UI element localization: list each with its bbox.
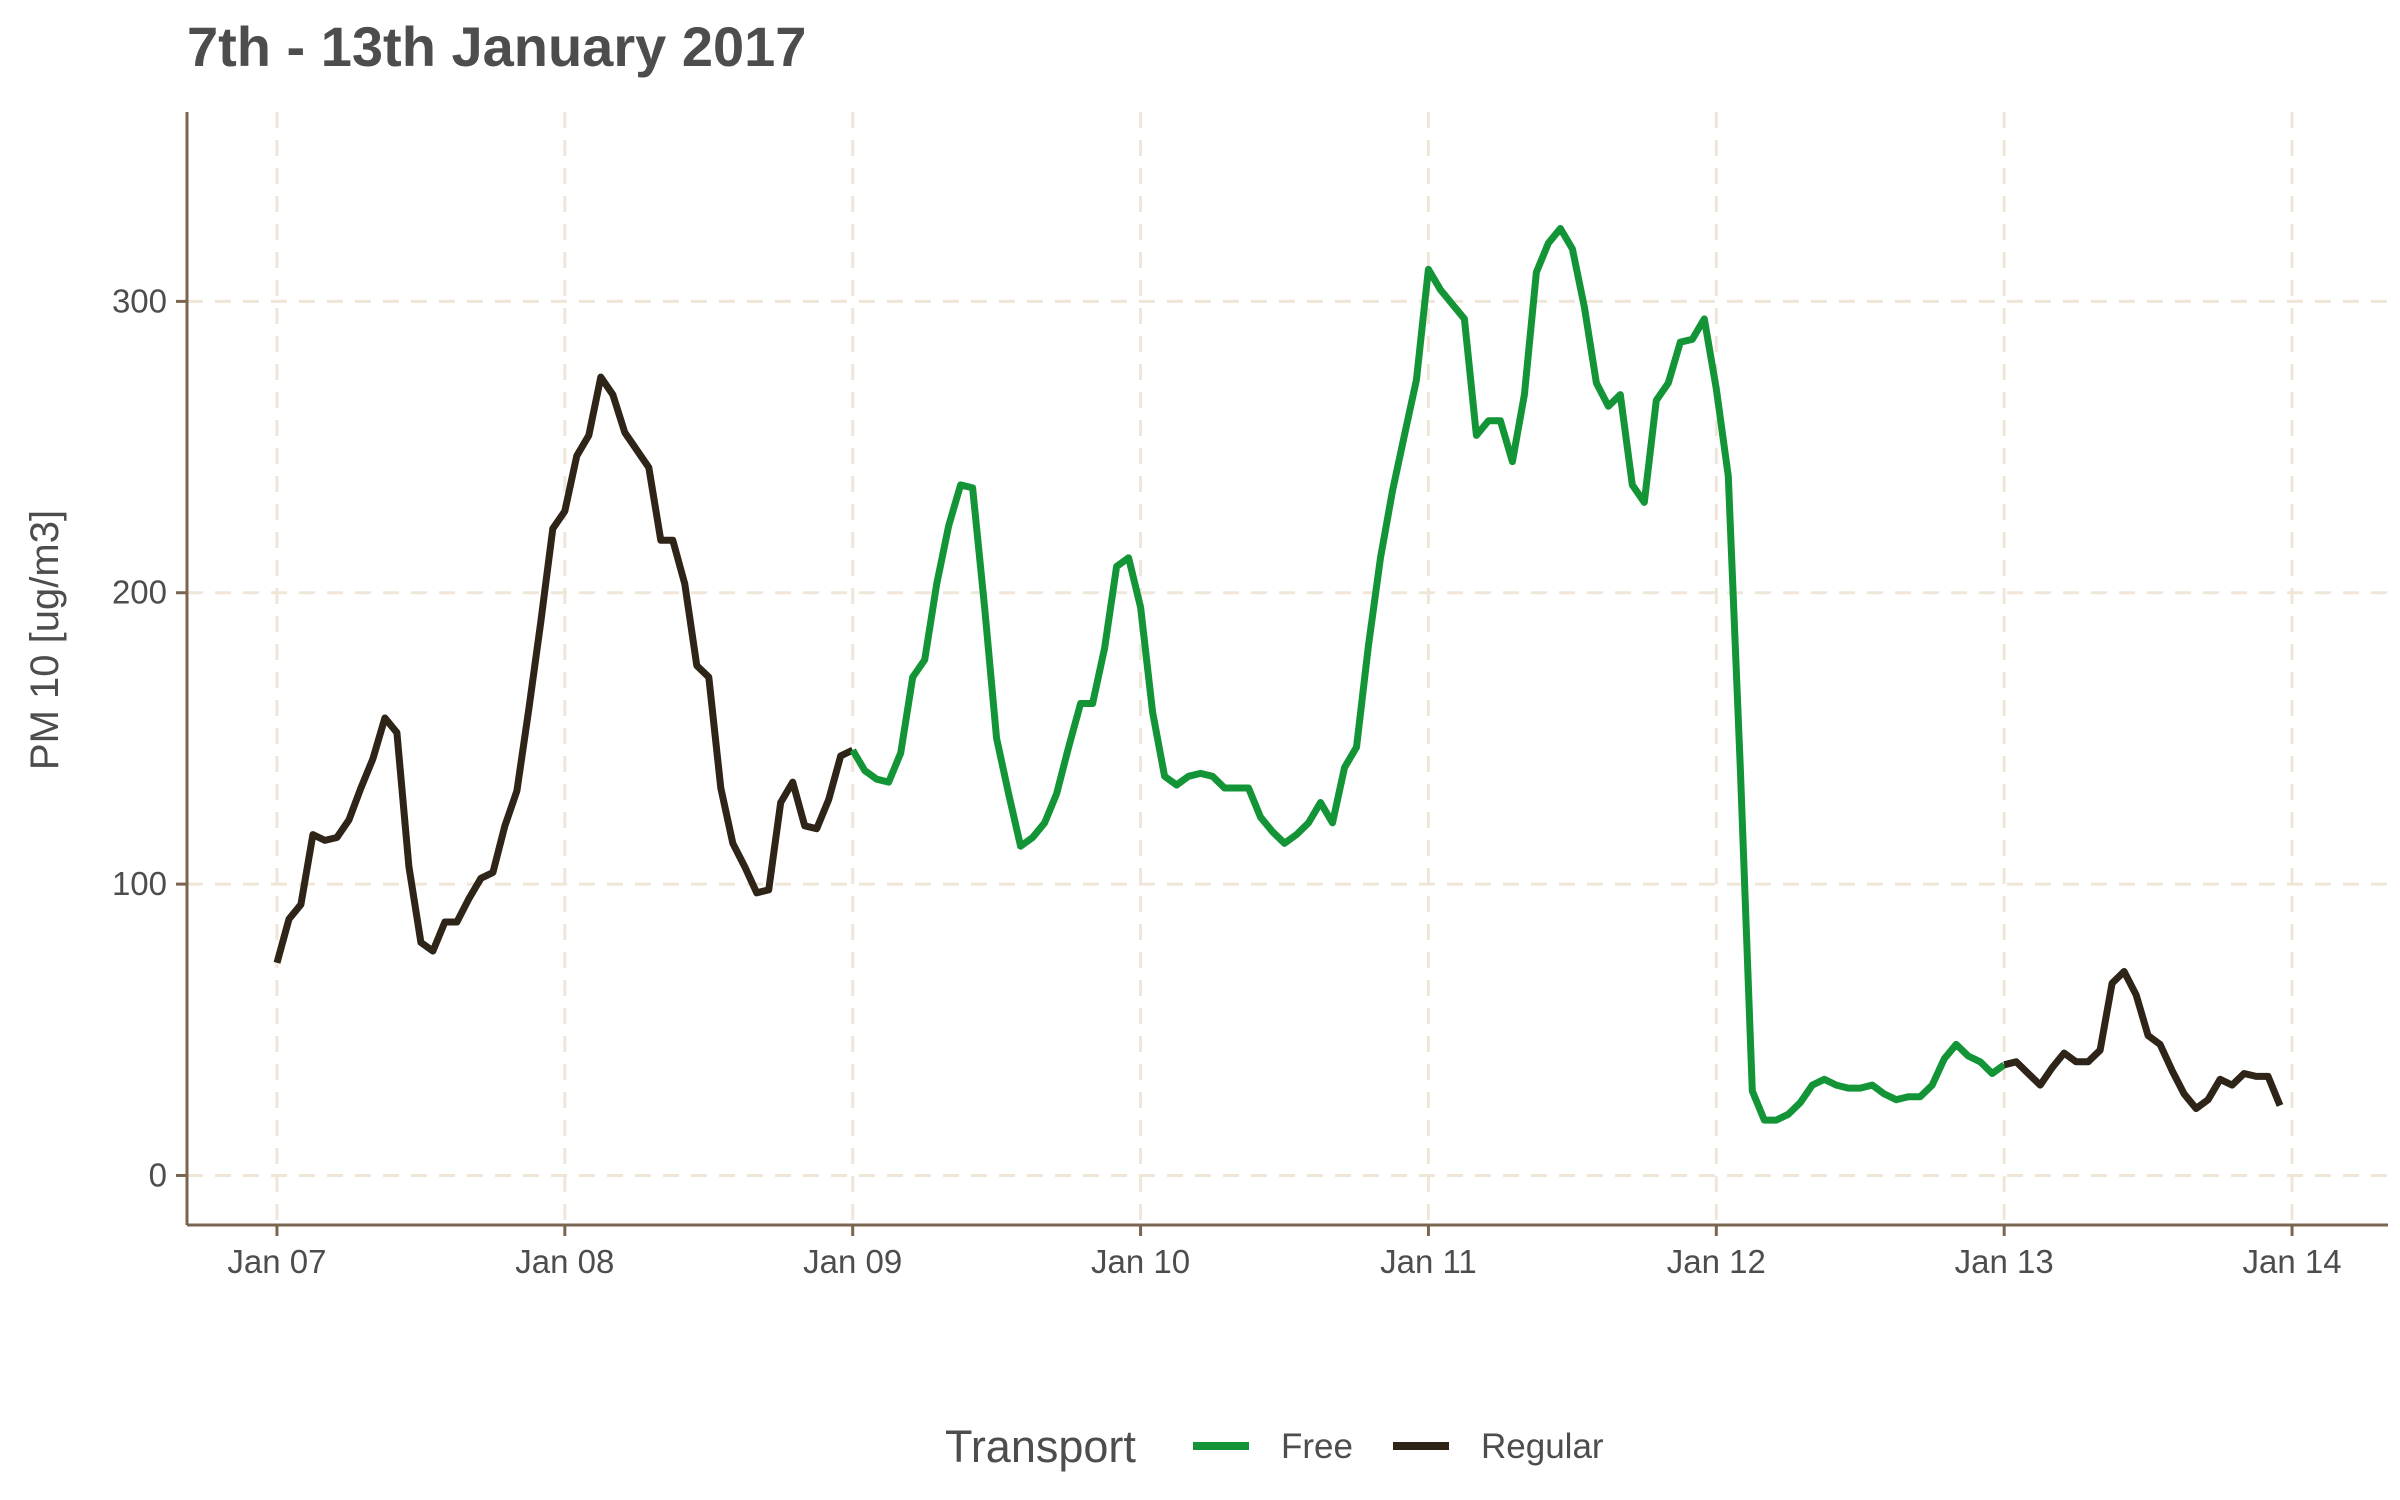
series [273,225,2284,1124]
y-tick-label: 100 [112,865,167,902]
x-tick-label: Jan 10 [1091,1243,1190,1280]
legend-label-regular: Regular [1481,1427,1604,1466]
x-tick-label: Jan 14 [2242,1243,2341,1280]
chart-title: 7th - 13th January 2017 [187,15,806,78]
legend-label-free: Free [1281,1427,1353,1466]
x-tick-label: Jan 08 [515,1243,614,1280]
y-tick-label: 0 [149,1156,167,1193]
x-tick-label: Jan 13 [1955,1243,2054,1280]
x-tick-label: Jan 07 [227,1243,326,1280]
legend: Transport Free Regular [945,1421,1604,1472]
axes [185,112,2388,1227]
y-tick-label: 300 [112,282,167,319]
x-tick-label: Jan 11 [1380,1243,1477,1280]
y-tick-label: 200 [112,574,167,611]
x-tick-label: Jan 09 [803,1243,902,1280]
grid [187,112,2388,1225]
series-line-free [849,225,2007,1124]
series-line-regular [273,373,855,964]
x-tick-label: Jan 12 [1667,1243,1766,1280]
series-line-regular [2003,968,2284,1112]
legend-title: Transport [945,1421,1136,1472]
x-axis-ticks: Jan 07 Jan 08 Jan 09 Jan 10 Jan 11 Jan 12 Jan … [227,1225,2342,1280]
y-axis-ticks: 0 100 200 300 [112,282,187,1193]
y-axis-title: PM 10 [ug/m3] [23,510,67,770]
